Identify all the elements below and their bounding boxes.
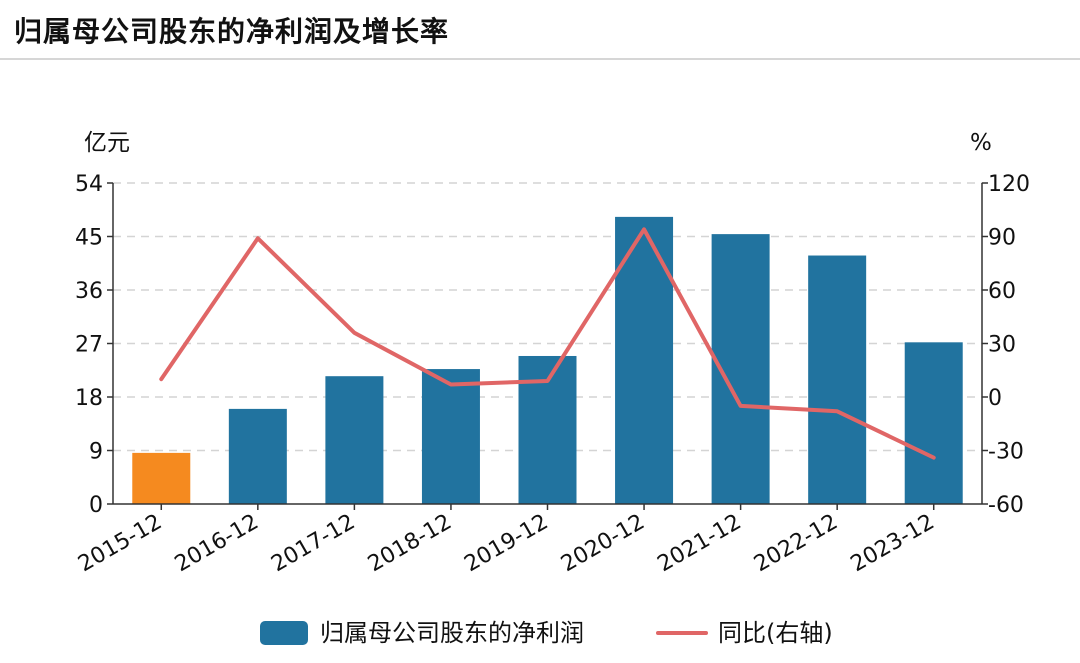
chart-header: 归属母公司股东的净利润及增长率 [0,0,1080,60]
left-tick-label: 18 [75,386,103,411]
chart-title: 归属母公司股东的净利润及增长率 [14,15,450,48]
x-tick-label: 2023-12 [847,510,939,578]
x-tick-label: 2020-12 [557,510,649,578]
legend-bar-swatch [260,621,308,645]
bar-2023-12 [904,342,963,504]
left-tick-label: 27 [75,333,103,358]
x-tick-label: 2017-12 [267,510,359,578]
bar-2016-12 [228,408,287,504]
left-tick-label: 9 [89,440,103,465]
x-tick-label: 2015-12 [74,510,166,578]
right-tick-label: 0 [988,386,1002,411]
bar-2017-12 [325,376,384,504]
left-tick-label: 36 [75,279,103,304]
left-tick-label: 45 [75,226,103,251]
right-tick-label: 90 [988,226,1016,251]
bar-series [132,216,963,504]
right-tick-label: 30 [988,333,1016,358]
x-tick-label: 2022-12 [750,510,842,578]
line-series [159,227,936,460]
right-tick-label: 60 [988,279,1016,304]
bar-2022-12 [808,255,867,504]
legend-line-label: 同比(右轴) [718,619,833,647]
right-axis-unit: % [970,130,992,156]
legend-bar-label: 归属母公司股东的净利润 [320,619,584,647]
x-tick-label: 2016-12 [171,510,263,578]
axes [107,182,988,510]
legend: 归属母公司股东的净利润 同比(右轴) [260,619,833,647]
left-tick-label: 0 [89,493,103,518]
x-tick-label: 2019-12 [460,510,552,578]
x-tick-label: 2018-12 [364,510,456,578]
left-axis-unit: 亿元 [84,130,130,156]
right-tick-label: -30 [988,440,1024,465]
right-tick-label: -60 [988,493,1024,518]
bar-2018-12 [421,369,480,504]
right-tick-label: 120 [988,172,1030,197]
x-tick-label: 2021-12 [654,510,746,578]
bar-2015-12 [132,452,191,504]
left-tick-label: 54 [75,172,103,197]
